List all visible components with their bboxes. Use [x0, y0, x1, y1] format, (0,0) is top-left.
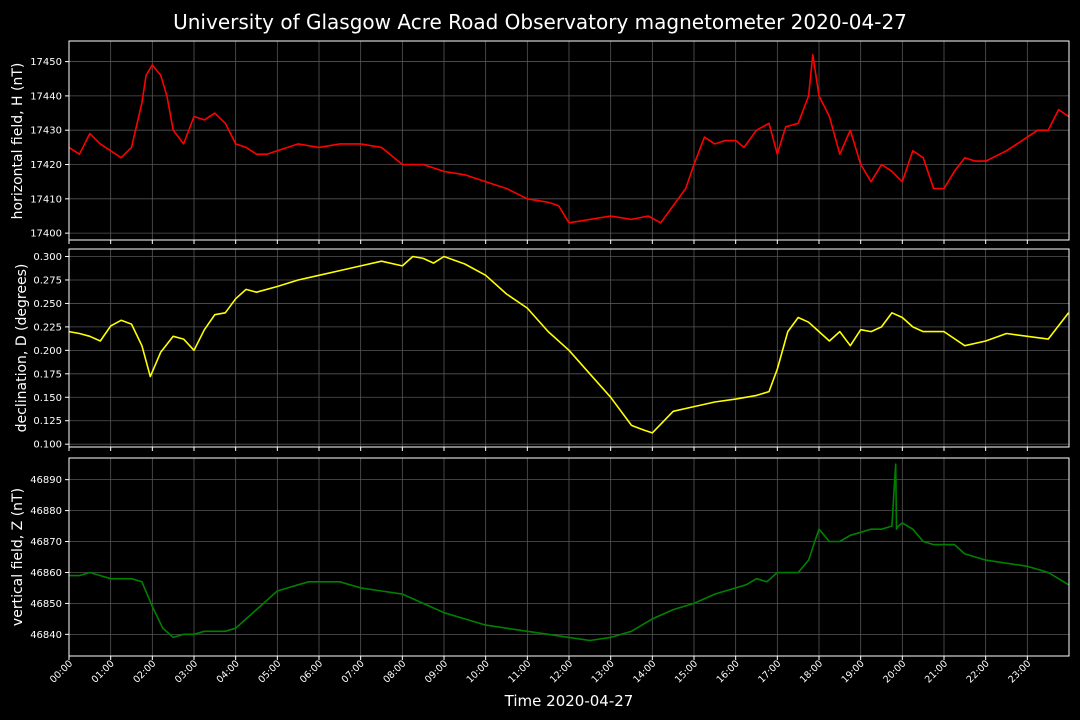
- axes-frame-h: [68, 40, 1070, 241]
- y-tick-label-d: 0.275: [33, 275, 62, 286]
- y-tick-label-z: 46840: [30, 630, 62, 641]
- y-axis-label-d: declination, D (degrees): [14, 264, 30, 433]
- y-tick-label-d: 0.300: [33, 252, 62, 263]
- y-tick-label-h: 17450: [30, 57, 62, 68]
- y-tick-label-d: 0.175: [33, 369, 62, 380]
- panel-horizontal-field: 17400 17410 17420 17430 17440 17450: [30, 40, 1070, 244]
- y-tick-label-d: 0.100: [33, 440, 62, 451]
- x-axis-label: Time 2020-04-27: [504, 692, 634, 710]
- y-tick-label-d: 0.125: [33, 416, 62, 427]
- chart-title: University of Glasgow Acre Road Observat…: [173, 10, 907, 34]
- y-tick-label-h: 17420: [30, 160, 62, 171]
- axes-frame-d: [68, 248, 1070, 448]
- y-tick-label-z: 46860: [30, 568, 62, 579]
- y-tick-label-z: 46870: [30, 537, 62, 548]
- y-tick-label-d: 0.225: [33, 322, 62, 333]
- y-tick-label-h: 17440: [30, 91, 62, 102]
- y-tick-label-d: 0.250: [33, 299, 62, 310]
- y-tick-label-h: 17410: [30, 194, 62, 205]
- series-line-z: [69, 463, 1070, 642]
- y-tick-label-z: 46850: [30, 599, 62, 610]
- y-axis-label-h: horizontal field, H (nT): [10, 63, 26, 220]
- panel-declination: 0.100 0.125 0.150 0.175 0.200 0.225 0.250 0.275…: [33, 248, 1070, 451]
- y-tick-label-d: 0.150: [33, 393, 62, 404]
- y-tick-label-h: 17430: [30, 126, 62, 137]
- panel-vertical-field: 46840 46850 46860 46870 46880 46890: [30, 457, 1070, 660]
- series-line-d: [68, 255, 1070, 434]
- axes-frame-z: [68, 457, 1070, 657]
- y-axis-label-z: vertical field, Z (nT): [10, 488, 26, 626]
- y-tick-label-h: 17400: [30, 229, 62, 240]
- y-tick-label-d: 0.200: [33, 346, 62, 357]
- y-tick-label-z: 46880: [30, 506, 62, 517]
- y-tick-label-z: 46890: [30, 475, 62, 486]
- series-line-h: [68, 53, 1070, 224]
